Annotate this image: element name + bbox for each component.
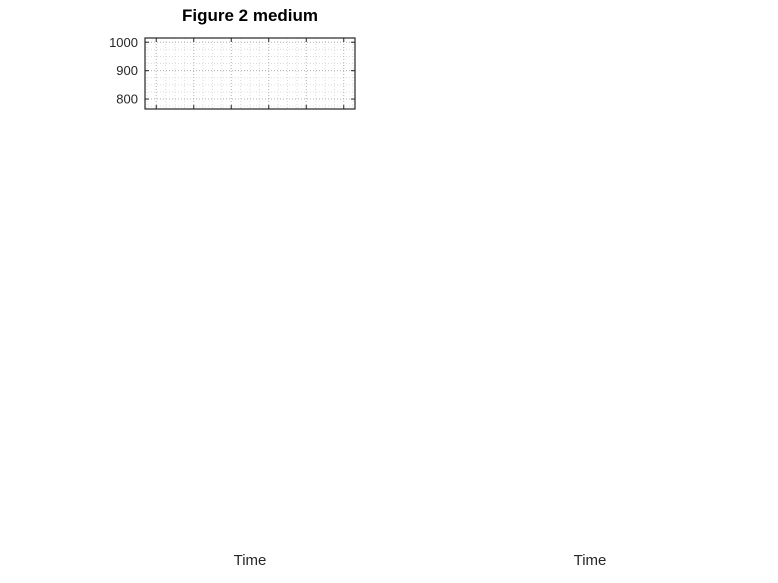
y-tick-labels: 800 900 1000 <box>109 35 138 107</box>
major-gridlines <box>145 38 355 109</box>
tick-marks <box>145 38 355 109</box>
axes-box <box>144 37 356 110</box>
svg-text:1000: 1000 <box>109 35 138 50</box>
subplot-pressure: 800 900 1000 <box>60 28 378 120</box>
svg-text:900: 900 <box>116 63 138 78</box>
figure-title: Figure 2 medium <box>181 6 319 25</box>
x-axis-label-right: Time <box>573 552 607 569</box>
x-axis-label-left: Time <box>233 552 267 569</box>
minor-gridlines <box>145 38 355 109</box>
svg-text:800: 800 <box>116 92 138 107</box>
subplot-svg-pressure: 800 900 1000 <box>109 35 356 110</box>
